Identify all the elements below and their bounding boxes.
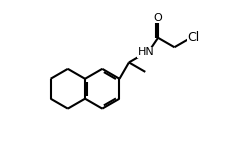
Text: Cl: Cl bbox=[187, 31, 200, 44]
Text: HN: HN bbox=[138, 47, 155, 57]
Text: O: O bbox=[154, 13, 162, 23]
